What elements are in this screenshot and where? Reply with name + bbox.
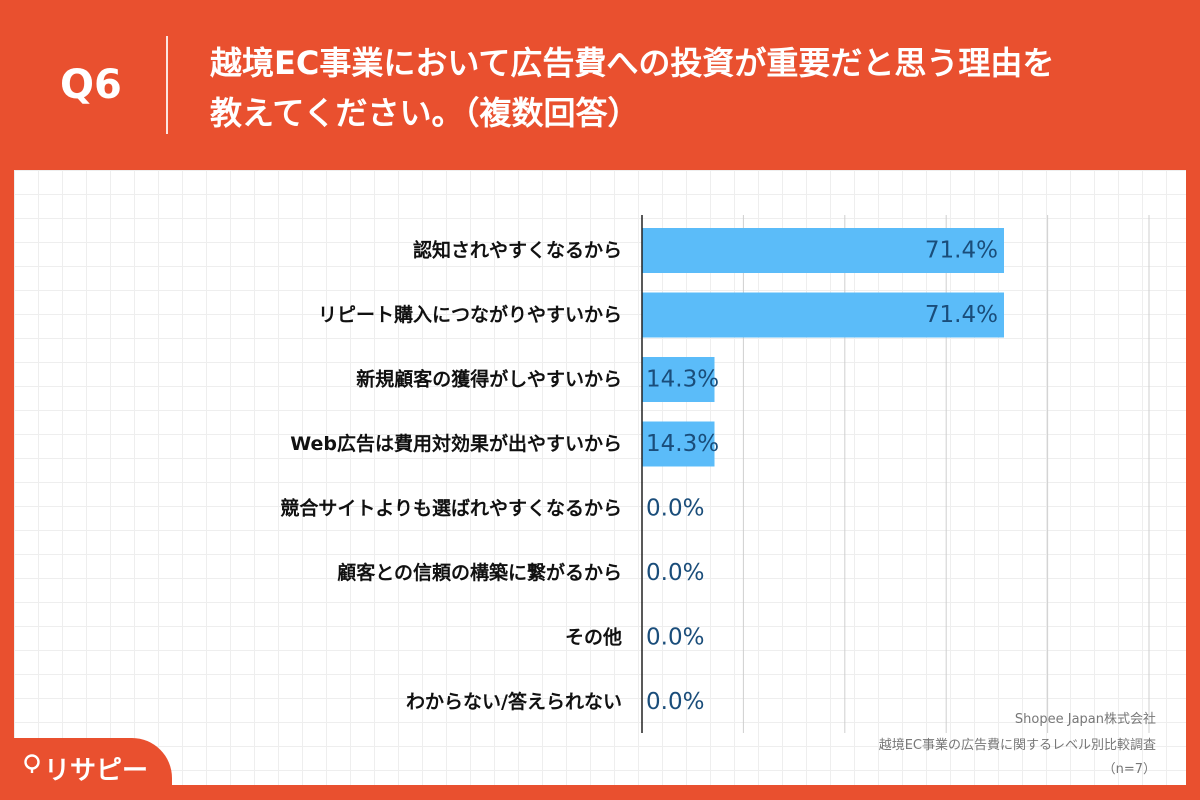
value-label: 71.4% — [925, 238, 998, 264]
footer-survey: 越境EC事業の広告費に関するレベル別比較調査 — [878, 738, 1156, 753]
category-label: 競合サイトよりも選ばれやすくなるから — [280, 497, 622, 520]
footer-sample-size: （n=7） — [1102, 762, 1156, 777]
question-title-line-2: 教えてください。（複数回答） — [210, 94, 640, 132]
question-number: Q6 — [60, 62, 122, 108]
bar-chart: 認知されやすくなるから 71.4% リピート購入につながりやすいから 71.4% 新規顧… — [280, 215, 1150, 733]
value-label: 0.0% — [646, 560, 704, 586]
value-label: 14.3% — [646, 367, 719, 393]
value-label: 0.0% — [646, 689, 704, 715]
chart-panel: 認知されやすくなるから 71.4% リピート購入につながりやすいから 71.4% 新規顧… — [14, 170, 1186, 785]
brand-tab: リサピー — [0, 738, 172, 800]
category-label: その他 — [565, 626, 622, 649]
bar — [642, 292, 1004, 338]
map-pin-icon — [24, 754, 40, 773]
question-header: Q6 越境EC事業において広告費への投資が重要だと思う理由を 教えてください。（… — [0, 0, 1200, 170]
value-label: 0.0% — [646, 625, 704, 651]
category-label: リピート購入につながりやすいから — [318, 303, 622, 326]
question-title-line-1: 越境EC事業において広告費への投資が重要だと思う理由を — [210, 44, 1055, 82]
category-label: わからない/答えられない — [406, 690, 622, 713]
value-label: 14.3% — [646, 431, 719, 457]
bar — [642, 421, 715, 467]
value-label: 0.0% — [646, 496, 704, 522]
bar — [642, 357, 715, 402]
question-title: 越境EC事業において広告費への投資が重要だと思う理由を 教えてください。（複数回… — [210, 38, 1170, 138]
category-label: 新規顧客の獲得がしやすいから — [356, 368, 622, 391]
category-label: 認知されやすくなるから — [413, 239, 622, 262]
bar — [642, 228, 1004, 273]
brand-name: リサピー — [44, 756, 149, 786]
value-label: 71.4% — [925, 302, 998, 328]
category-label: Web広告は費用対効果が出やすいから — [290, 432, 622, 455]
footer-company: Shopee Japan株式会社 — [1014, 712, 1156, 727]
category-label: 顧客との信頼の構築に繋がるから — [337, 561, 622, 584]
header-divider — [166, 36, 168, 134]
